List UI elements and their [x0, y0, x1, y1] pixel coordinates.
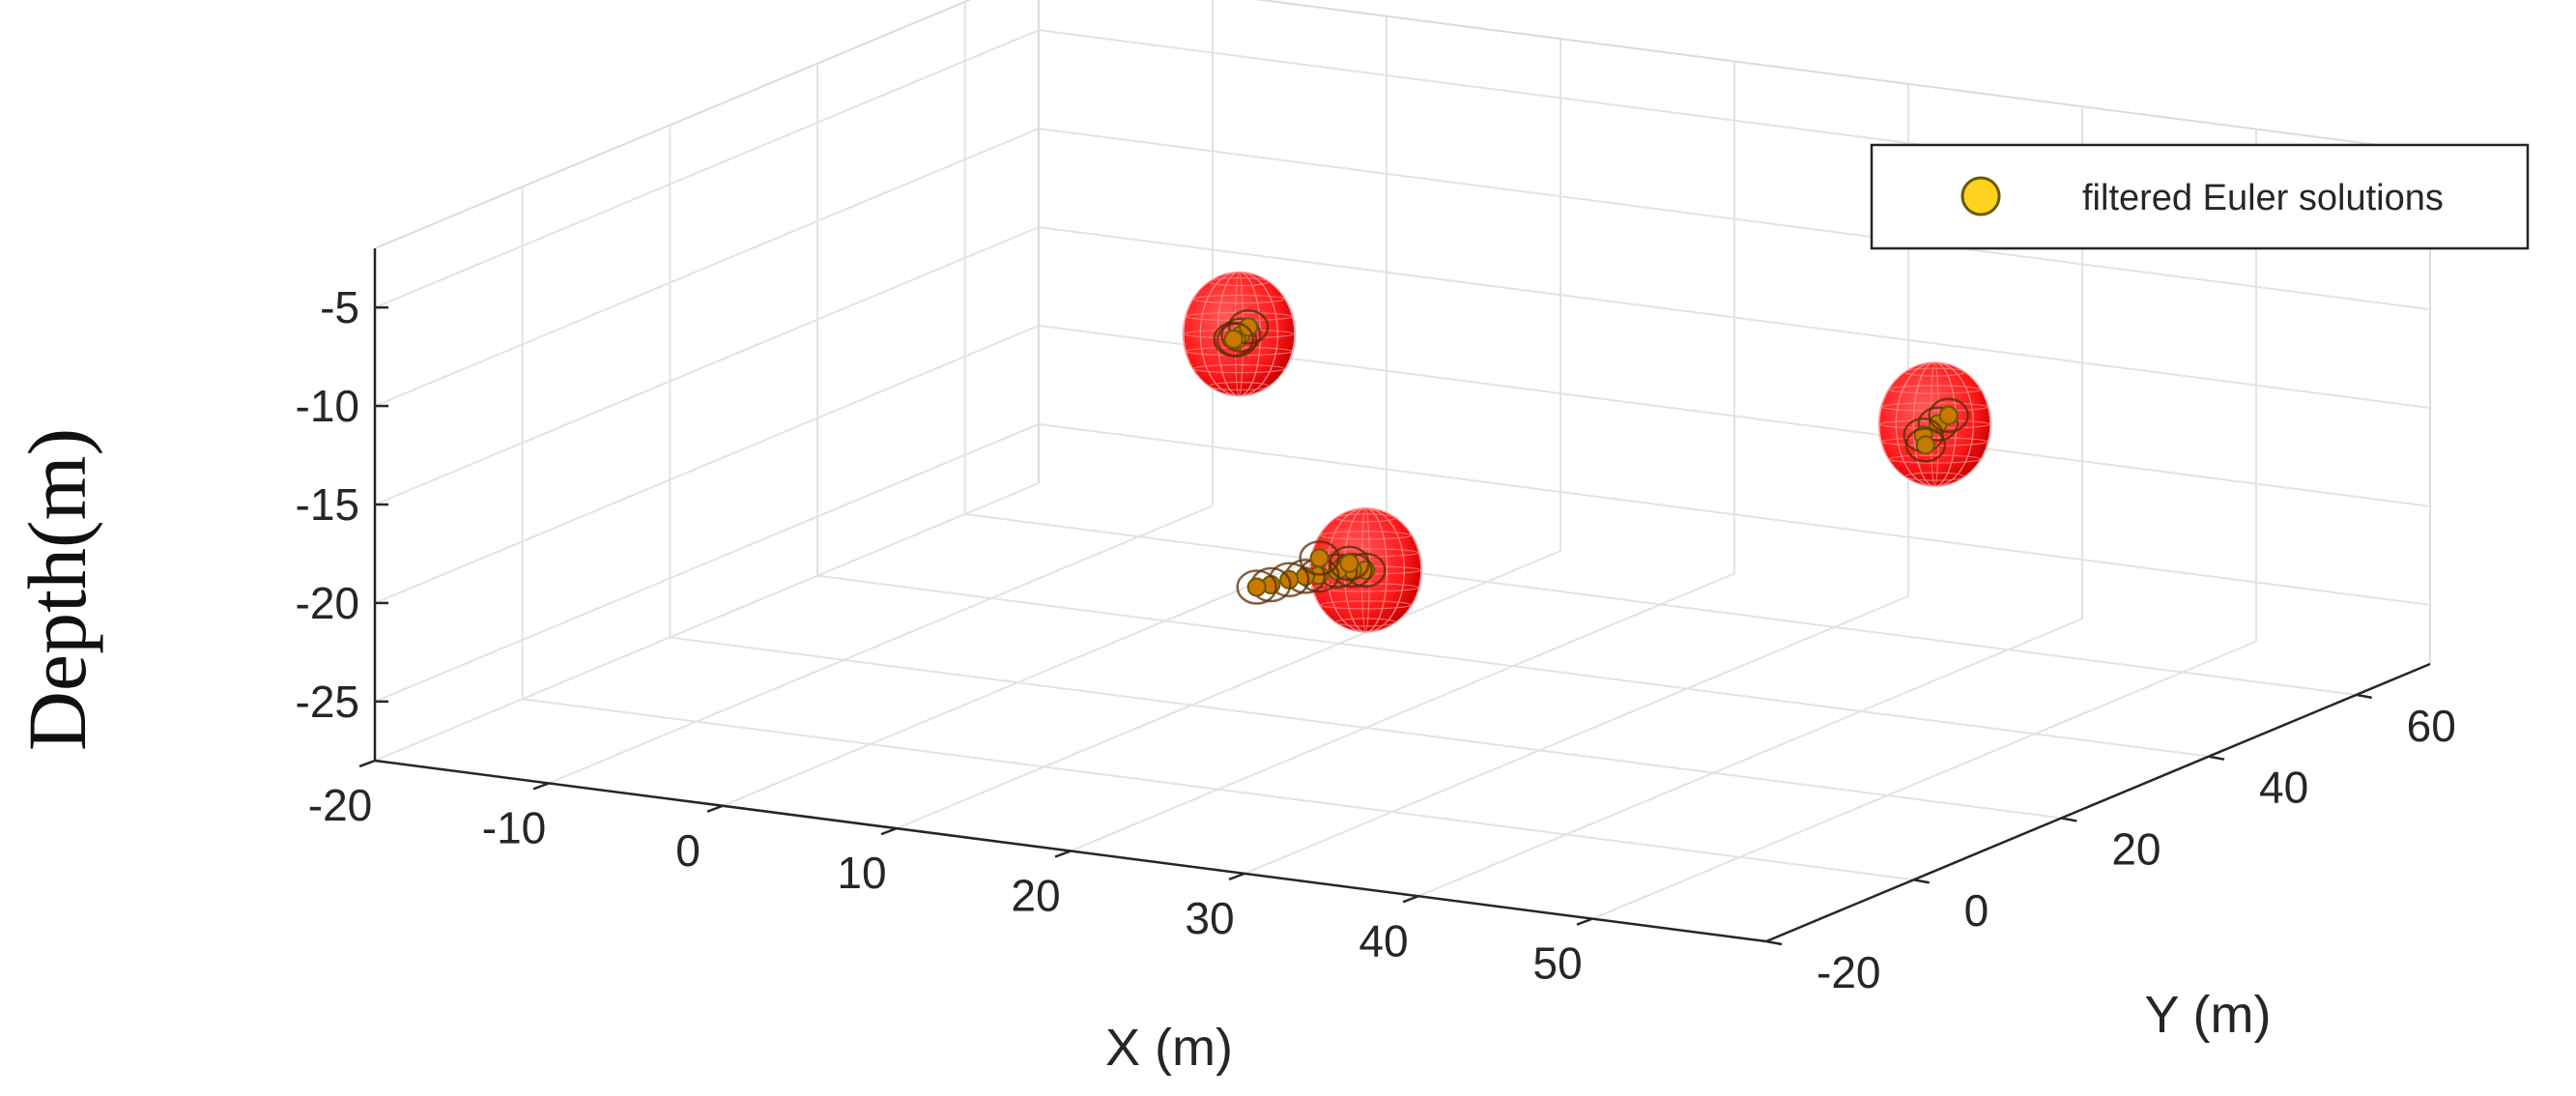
- sphere-mesh-parallel: [1209, 381, 1270, 391]
- back-wall-grid-line-z: [1038, 128, 2431, 311]
- x-tick-mark: [880, 826, 898, 836]
- left-wall-grid-line-z: [374, 325, 1040, 604]
- euler-solution-ring: [1928, 397, 1969, 434]
- x-tick-mark: [1576, 917, 1593, 926]
- back-wall-grid-line-z: [1038, 226, 2431, 409]
- left-wall-grid-line-z: [374, 29, 1040, 309]
- legend-entry-label: filtered Euler solutions: [2082, 178, 2444, 218]
- floor-grid-line-x: [1244, 594, 1909, 875]
- z-tick-label: -25: [296, 677, 359, 727]
- euler-solution-ring: [1236, 569, 1277, 605]
- z-tick-label: -10: [296, 381, 359, 431]
- back-wall-grid-line-z: [1038, 422, 2431, 606]
- z-axis-title: Depth(m): [11, 428, 103, 751]
- box-edge: [1254, 0, 2431, 153]
- euler-solution-point: [1309, 548, 1330, 568]
- sphere-mesh-parallel: [1319, 531, 1413, 540]
- floor-grid-line-x: [722, 527, 1388, 807]
- euler-solution-ring: [1299, 540, 1340, 576]
- x-tick-label: 50: [1532, 938, 1582, 989]
- y-tick-mark: [2356, 693, 2372, 700]
- euler-solution-ring: [1917, 406, 1959, 442]
- floor-grid-line-x: [548, 505, 1214, 785]
- sphere-mesh-parallel: [1335, 618, 1396, 627]
- x-tick-label: 0: [675, 825, 701, 876]
- sphere-mesh-meridian: [1182, 271, 1296, 397]
- x-tick-mark: [358, 759, 376, 768]
- left-wall-grid-line-z: [374, 422, 1040, 703]
- x-tick-mark: [1228, 872, 1245, 881]
- box-edge: [374, 0, 972, 249]
- euler-solution-point: [1938, 405, 1959, 425]
- sphere-mesh-parallel: [1319, 600, 1413, 610]
- y-tick-mark: [1913, 878, 1930, 884]
- floor-grid-line-x: [374, 482, 1040, 762]
- left-wall-grid-line-z: [374, 226, 1040, 505]
- axes: [358, 248, 2431, 946]
- legend: filtered Euler solutions: [1870, 143, 2530, 250]
- y-tick-mark: [2061, 817, 2077, 822]
- y-tick-label: -20: [1817, 947, 1880, 997]
- euler-solution-points: [1213, 308, 1969, 605]
- y-tick-label: 0: [1964, 885, 1989, 936]
- euler-solution-ring: [1213, 321, 1254, 358]
- euler-solution-ring: [1220, 317, 1262, 353]
- y-axis-title: Y (m): [2145, 986, 2272, 1044]
- x-tick-label: 40: [1359, 915, 1408, 966]
- x-axis-title: X (m): [1105, 1019, 1233, 1077]
- sphere-mesh-parallel: [1904, 367, 1965, 377]
- x-tick-mark: [706, 804, 724, 813]
- y-tick-mark: [2208, 755, 2225, 761]
- sphere-mesh-parallel: [1209, 276, 1270, 287]
- x-tick-label: -20: [308, 780, 372, 830]
- y-tick-mark: [1765, 939, 1783, 946]
- floor-grid-line-y: [670, 636, 2062, 820]
- floor-grid-line-x: [1070, 572, 1735, 852]
- euler-solution-ring: [1227, 308, 1270, 345]
- sphere-mesh-parallel: [1335, 513, 1396, 523]
- y-tick-label: 40: [2259, 763, 2308, 813]
- floor-grid-line-x: [1591, 640, 2257, 920]
- sphere-mesh-parallel: [1888, 385, 1982, 394]
- legend-marker-icon: [1961, 176, 2001, 216]
- euler-solution-ring: [1329, 545, 1370, 582]
- y-axis-line: [1765, 662, 2431, 943]
- z-tick-label: -15: [296, 479, 359, 530]
- y-tick-label: 60: [2407, 701, 2456, 751]
- floor-grid-line-x: [1417, 618, 2083, 898]
- euler-solution-point: [1246, 577, 1267, 597]
- tick-labels: -20 -10 0 10 20 30 40 50 -20 0 20 40 60 -5 -10 -15 -20 -2…: [296, 282, 2456, 997]
- x-tick-mark: [1054, 850, 1072, 858]
- euler-solution-point: [1915, 435, 1935, 455]
- floor-grid-line-y: [964, 512, 2357, 696]
- x-tick-label: -10: [482, 802, 546, 852]
- euler-solution-point: [1239, 317, 1259, 337]
- z-tick-label: -5: [320, 282, 359, 332]
- sphere-mesh-meridian: [1877, 361, 1991, 487]
- floor-grid-line-y: [816, 574, 2210, 758]
- x-tick-label: 10: [837, 848, 886, 898]
- x-tick-mark: [532, 782, 550, 791]
- left-wall-grid-line-z: [374, 128, 1040, 407]
- y-tick-label: 20: [2111, 823, 2161, 874]
- floor-grid-line-y: [522, 698, 1914, 881]
- euler-solution-ring: [1904, 427, 1947, 463]
- euler-solution-point: [1339, 553, 1360, 573]
- sphere-mesh-parallel: [1192, 294, 1286, 304]
- x-tick-label: 20: [1011, 871, 1060, 921]
- floor-grid-line-x: [896, 550, 1561, 830]
- x-tick-label: 30: [1185, 893, 1234, 943]
- z-tick-label: -20: [296, 578, 359, 628]
- x-tick-mark: [1402, 895, 1419, 904]
- sphere-mesh-parallel: [1888, 454, 1982, 464]
- sphere-mesh-parallel: [1904, 472, 1965, 481]
- euler-solution-point: [1223, 329, 1244, 349]
- sphere-mesh-parallel: [1192, 363, 1286, 374]
